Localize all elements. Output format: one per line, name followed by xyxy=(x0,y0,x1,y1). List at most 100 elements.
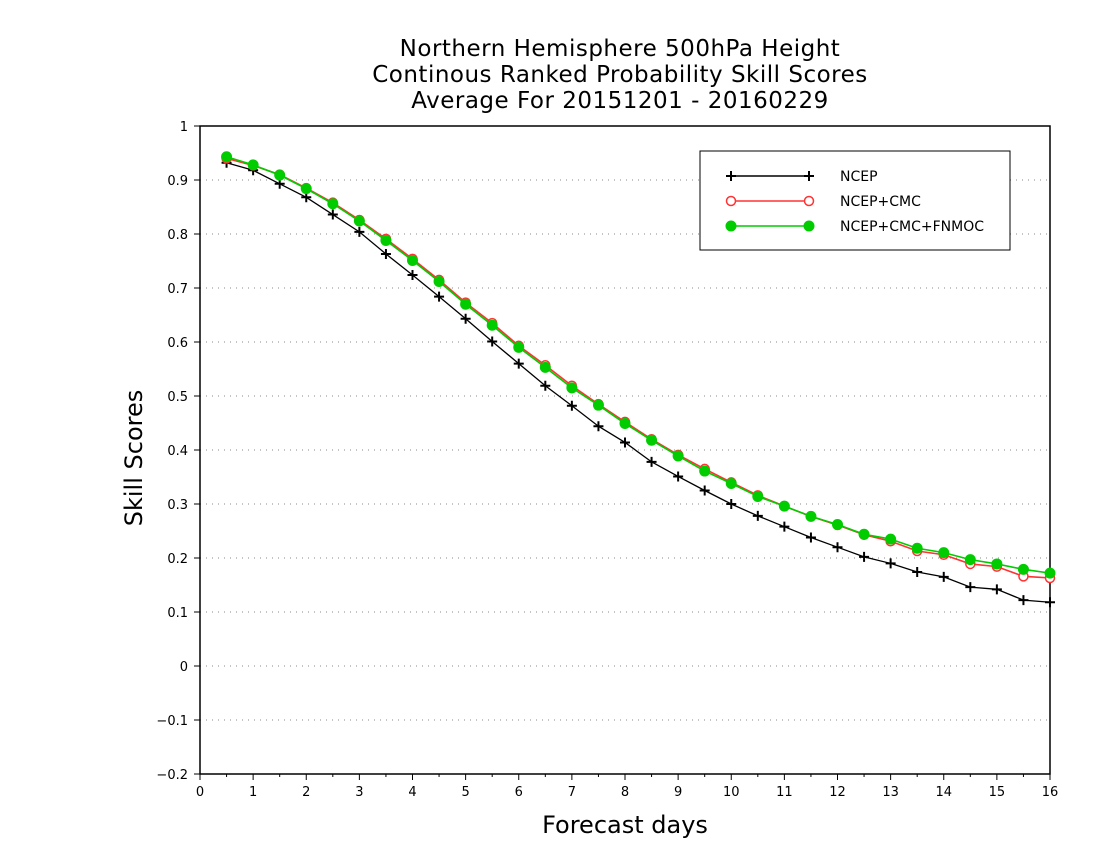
data-point-ncep xyxy=(646,456,657,467)
y-tick-label: 0 xyxy=(180,660,188,675)
y-tick-label: 0.1 xyxy=(167,606,188,621)
x-tick-label: 11 xyxy=(776,785,793,800)
data-point-ncep xyxy=(965,582,976,593)
y-tick-label: 1 xyxy=(180,120,188,135)
x-tick-label: 0 xyxy=(196,785,204,800)
data-point-ncep-cmc-fnmoc xyxy=(566,382,578,394)
data-point-ncep xyxy=(566,400,577,411)
data-point-ncep-cmc-fnmoc xyxy=(539,361,551,373)
data-point-ncep xyxy=(752,510,763,521)
x-axis-title: Forecast days xyxy=(542,811,708,839)
data-point-ncep xyxy=(805,532,816,543)
chart-title-line-3: Average For 20151201 - 20160229 xyxy=(411,88,829,114)
gridlines xyxy=(200,179,1050,721)
data-point-ncep-cmc-fnmoc xyxy=(353,215,365,227)
data-point-ncep-cmc-fnmoc xyxy=(274,169,286,181)
legend-marker-ncep-cmc xyxy=(803,195,815,207)
legend-label-ncep: NCEP xyxy=(840,169,878,185)
data-point-ncep-cmc-fnmoc xyxy=(407,254,418,266)
data-point-ncep xyxy=(593,421,604,432)
legend-item-ncep-cmc-fnmoc: NCEP+CMC+FNMOC xyxy=(725,219,984,235)
x-tick-label: 8 xyxy=(621,785,629,800)
data-point-ncep xyxy=(699,485,710,496)
data-point-ncep xyxy=(407,270,418,281)
data-point-ncep xyxy=(513,358,524,369)
series xyxy=(221,151,1056,608)
data-point-ncep-cmc-fnmoc xyxy=(672,450,684,462)
y-tick-label: 0.9 xyxy=(167,174,188,189)
data-point-ncep-cmc-fnmoc xyxy=(699,465,711,477)
data-point-ncep xyxy=(327,209,338,220)
data-point-ncep xyxy=(380,248,391,259)
x-tick-label: 3 xyxy=(355,785,363,800)
data-point-ncep-cmc-fnmoc xyxy=(778,500,790,512)
x-tick-label: 6 xyxy=(515,785,523,800)
x-tick-label: 4 xyxy=(408,785,416,800)
data-point-ncep xyxy=(620,437,630,448)
data-point-ncep-cmc-fnmoc xyxy=(221,151,233,163)
data-point-ncep-cmc-fnmoc xyxy=(938,547,950,559)
legend-label-ncep-cmc: NCEP+CMC xyxy=(840,194,921,210)
y-tick-label: −0.2 xyxy=(156,768,188,783)
y-tick-label: 0.2 xyxy=(167,552,188,567)
data-point-ncep xyxy=(540,380,551,391)
y-tick-label: 0.5 xyxy=(167,390,188,405)
y-tick-label: 0.4 xyxy=(167,444,188,459)
data-point-ncep xyxy=(726,499,737,509)
data-point-ncep-cmc-fnmoc xyxy=(300,183,312,195)
data-point-ncep-cmc-fnmoc xyxy=(991,558,1003,570)
legend-item-ncep-cmc: NCEP+CMC xyxy=(725,194,921,210)
x-tick-label: 10 xyxy=(723,785,740,800)
data-point-ncep-cmc-fnmoc xyxy=(592,399,604,411)
legend-label-ncep-cmc-fnmoc: NCEP+CMC+FNMOC xyxy=(840,219,984,235)
series-ncep-cmc-fnmoc xyxy=(221,151,1056,579)
chart-title-line-1: Northern Hemisphere 500hPa Height xyxy=(399,36,841,62)
data-point-ncep-cmc-fnmoc xyxy=(460,298,472,310)
data-point-ncep xyxy=(1018,595,1029,606)
x-tick-label: 7 xyxy=(568,785,576,800)
data-point-ncep xyxy=(673,471,684,482)
x-tick-label: 2 xyxy=(302,785,310,800)
data-point-ncep xyxy=(885,558,896,569)
data-point-ncep-cmc-fnmoc xyxy=(433,276,445,288)
data-point-ncep-cmc-fnmoc xyxy=(964,554,976,566)
data-point-ncep-cmc-fnmoc xyxy=(513,341,525,353)
data-point-ncep xyxy=(912,567,923,578)
data-point-ncep-cmc-fnmoc xyxy=(1044,567,1056,579)
data-point-ncep-cmc-fnmoc xyxy=(805,510,817,522)
y-axis-title: Skill Scores xyxy=(120,390,148,527)
data-point-ncep-cmc-fnmoc xyxy=(486,319,498,331)
x-tick-label: 15 xyxy=(989,785,1006,800)
chart-title: Northern Hemisphere 500hPa Height Contin… xyxy=(0,36,1100,114)
legend-marker-ncep xyxy=(804,171,814,181)
data-point-ncep xyxy=(434,291,445,302)
data-point-ncep-cmc-fnmoc xyxy=(752,490,764,502)
data-point-ncep-cmc-fnmoc xyxy=(832,519,843,531)
data-point-ncep-cmc-fnmoc xyxy=(380,234,392,246)
x-tick-label: 13 xyxy=(882,785,899,800)
data-point-ncep xyxy=(991,584,1002,595)
legend-marker-ncep xyxy=(726,171,736,181)
x-tick-label: 1 xyxy=(249,785,257,800)
y-tick-label: 0.8 xyxy=(167,228,188,243)
axes: −0.2−0.100.10.20.30.40.50.60.70.80.910 1 2… xyxy=(156,120,1058,800)
chart-title-line-2: Continous Ranked Probability Skill Score… xyxy=(372,62,868,88)
data-point-ncep-cmc-fnmoc xyxy=(646,434,658,446)
data-point-ncep-cmc-fnmoc xyxy=(725,477,737,489)
y-tick-label: 0.3 xyxy=(167,498,188,513)
legend-item-ncep: NCEP xyxy=(726,169,878,185)
data-point-ncep-cmc-fnmoc xyxy=(327,198,339,210)
data-point-ncep xyxy=(354,226,365,237)
data-point-ncep-cmc-fnmoc xyxy=(619,418,631,430)
y-tick-label: 0.6 xyxy=(167,336,188,351)
data-point-ncep xyxy=(460,313,471,324)
data-point-ncep xyxy=(938,571,949,582)
data-point-ncep-cmc-fnmoc xyxy=(911,542,923,554)
x-tick-label: 14 xyxy=(935,785,952,800)
legend-marker-ncep-cmc-fnmoc xyxy=(803,220,815,232)
x-tick-label: 16 xyxy=(1042,785,1059,800)
data-point-ncep xyxy=(487,336,498,347)
legend-marker-ncep-cmc-fnmoc xyxy=(725,220,737,232)
x-tick-label: 5 xyxy=(461,785,469,800)
